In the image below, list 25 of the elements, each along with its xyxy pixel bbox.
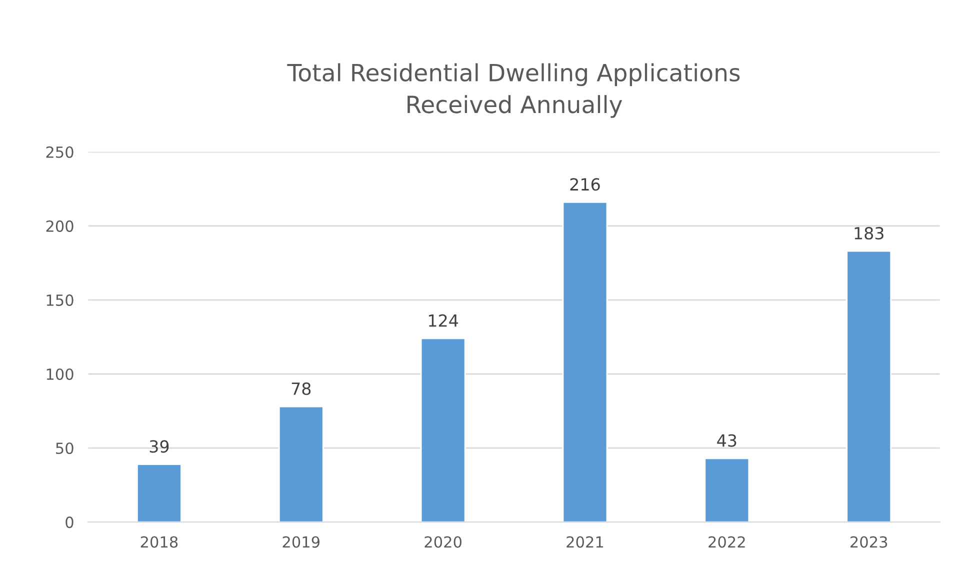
- y-tick-label: 50: [56, 442, 74, 454]
- x-tick-label: 2018: [140, 536, 178, 548]
- x-tick-label: 2020: [424, 536, 462, 548]
- bar: [136, 464, 182, 522]
- chart-title: Total Residential Dwelling Applications Received Annually: [287, 63, 740, 118]
- bar: [278, 406, 324, 522]
- y-tick-label: 100: [46, 368, 74, 380]
- bar: [420, 338, 466, 522]
- bar: [846, 250, 892, 522]
- x-tick-label: 2021: [566, 536, 604, 548]
- data-label: 124: [428, 314, 458, 327]
- bar: [704, 458, 750, 522]
- data-label: 78: [292, 382, 311, 396]
- data-label: 39: [150, 440, 169, 453]
- x-tick-label: 2019: [282, 536, 320, 548]
- y-tick-label: 200: [46, 220, 74, 232]
- data-label: 43: [717, 434, 736, 447]
- bar: [562, 202, 608, 522]
- data-label: 216: [570, 178, 600, 191]
- x-tick-label: 2023: [850, 536, 888, 548]
- data-label: 183: [854, 226, 884, 240]
- y-tick-label: 150: [46, 294, 74, 306]
- x-tick-label: 2022: [708, 536, 745, 548]
- y-tick-label: 250: [46, 146, 74, 158]
- y-tick-label: 0: [66, 516, 74, 528]
